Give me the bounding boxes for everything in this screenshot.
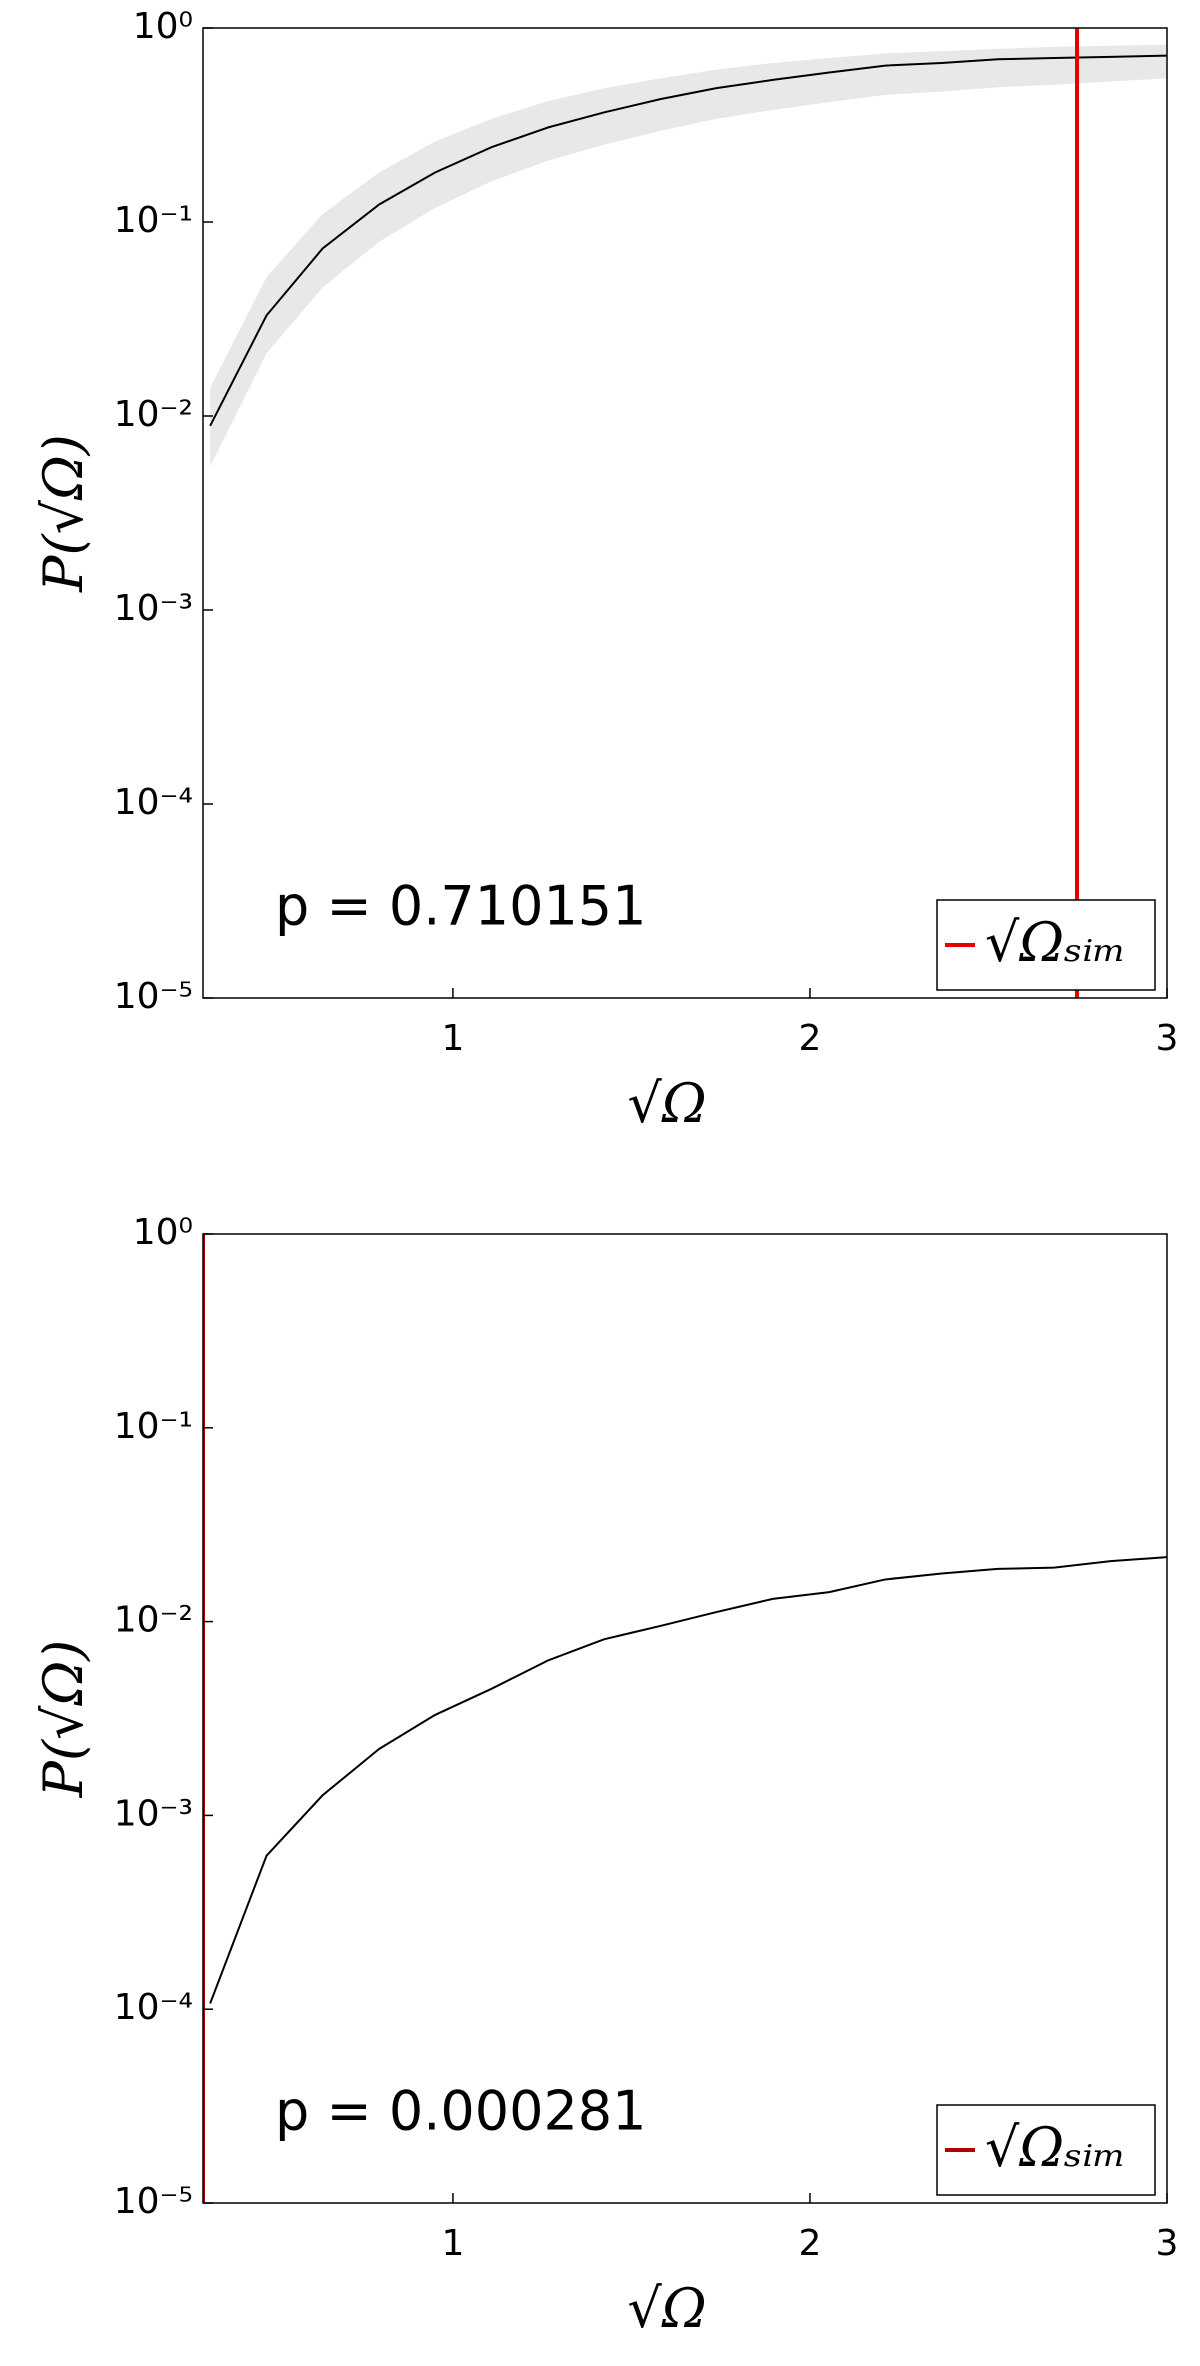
y-tick-label: 10⁻⁵ [114,2181,193,2222]
line [209,1556,1167,2004]
y-tick-label: 10⁻¹ [114,1406,193,1447]
legend-label: √Ωₛᵢₘ [985,911,1126,974]
y-tick-label: 10⁻¹ [114,200,193,241]
x-tick-label: 1 [441,2223,464,2264]
plot-frame [202,27,1168,999]
annotation: p = 0.000281 [275,2080,647,2143]
y-tick-label: 10⁻² [114,1600,193,1641]
y-tick-label: 10⁰ [133,1212,193,1253]
y-tick-label: 10⁻³ [114,588,193,629]
plot-area [203,1234,1167,2203]
x-tick-label: 3 [1156,2223,1179,2264]
y-tick-label: 10⁻³ [114,1793,193,1834]
x-tick-label: 1 [441,1018,464,1059]
y-tick-label: 10⁻² [114,394,193,435]
legend-label: √Ωₛᵢₘ [985,2116,1126,2179]
plot-area [209,28,1167,998]
plot-frame [202,1233,1168,2204]
x-tick-label: 3 [1156,1018,1179,1059]
y-axis-label: P(√Ω) [32,434,95,593]
line [209,54,1167,427]
y-tick-label: 10⁰ [133,6,193,47]
y-tick-label: 10⁻⁴ [114,1987,193,2028]
x-axis-label: √Ω [627,1072,706,1135]
y-tick-label: 10⁻⁴ [114,782,193,823]
confidence-band [210,44,1167,467]
x-tick-label: 2 [799,2223,822,2264]
x-tick-label: 2 [799,1018,822,1059]
annotation: p = 0.710151 [275,875,647,938]
y-tick-label: 10⁻⁵ [114,976,193,1017]
x-axis-label: √Ω [627,2277,706,2340]
y-axis-label: P(√Ω) [32,1640,95,1799]
